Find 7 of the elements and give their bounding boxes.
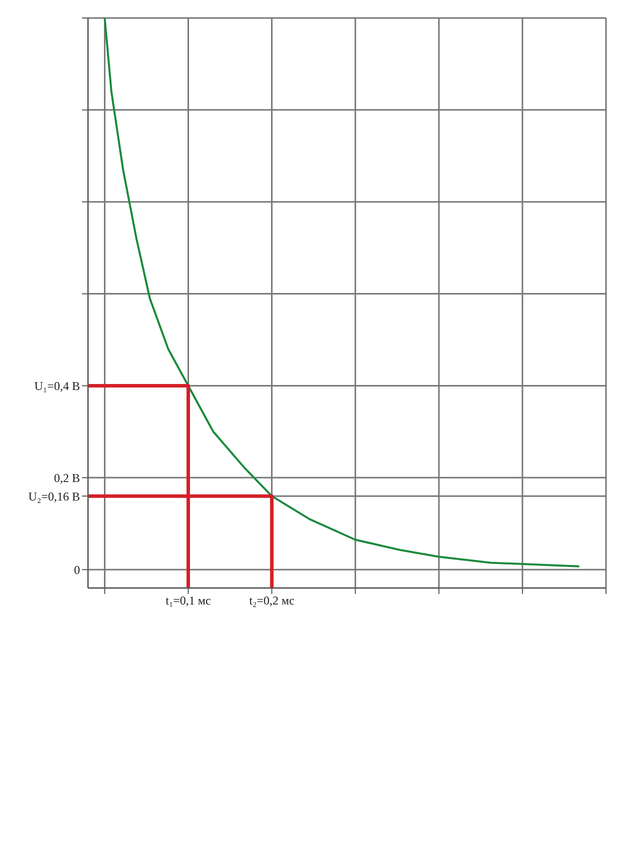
x-tick-label: t₂=0,2 мс <box>249 594 294 608</box>
y-tick-label: U₁=0,4 В <box>34 379 80 393</box>
y-tick-label: U₂=0,16 В <box>28 489 80 504</box>
line-series <box>104 18 580 568</box>
x-tick-label: t₁=0,1 мс <box>166 594 211 608</box>
y-tick-label: 0 <box>74 562 80 577</box>
y-tick-label: 0,2 В <box>54 470 80 485</box>
